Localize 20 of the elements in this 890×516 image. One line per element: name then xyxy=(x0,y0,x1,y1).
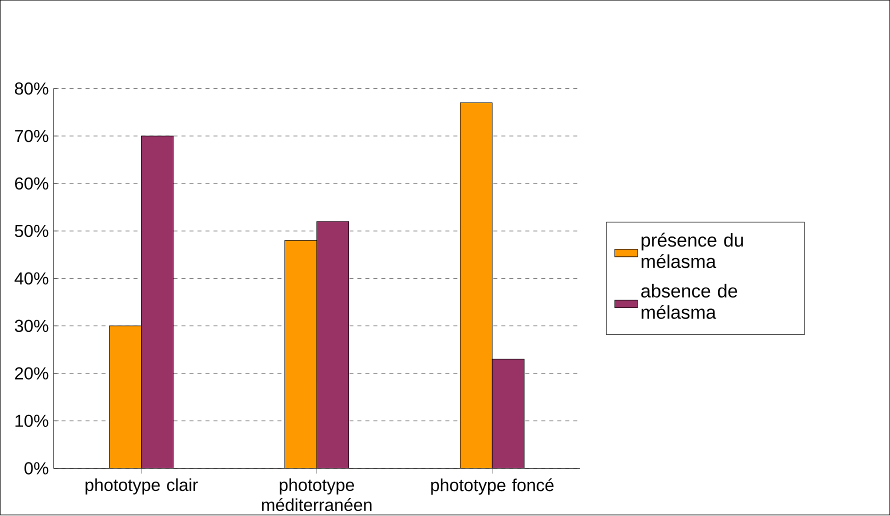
y-tick-label: 80% xyxy=(14,82,48,95)
y-tick-label: 70% xyxy=(15,130,48,142)
x-tick-label: phototype foncé xyxy=(431,478,554,495)
bar xyxy=(284,240,317,469)
y-tick-label: 0% xyxy=(24,462,48,475)
legend-label: présence du mélasma xyxy=(642,233,743,268)
y-tick-label: 10% xyxy=(16,414,48,428)
bar xyxy=(109,326,142,469)
x-tick-label: phototype méditerranéen xyxy=(262,478,372,512)
y-tick-label: 30% xyxy=(14,320,48,332)
bar xyxy=(492,359,524,469)
bar xyxy=(141,136,174,469)
y-tick-label: 20% xyxy=(15,367,48,380)
y-tick-label: 40% xyxy=(14,272,48,285)
legend-label: absence de mélasma xyxy=(641,284,738,320)
y-tick-label: 60% xyxy=(15,178,48,190)
bar xyxy=(460,102,492,469)
x-tick-label: phototype clair xyxy=(86,478,198,495)
bar xyxy=(316,222,349,469)
y-tick-label: 50% xyxy=(14,225,48,238)
